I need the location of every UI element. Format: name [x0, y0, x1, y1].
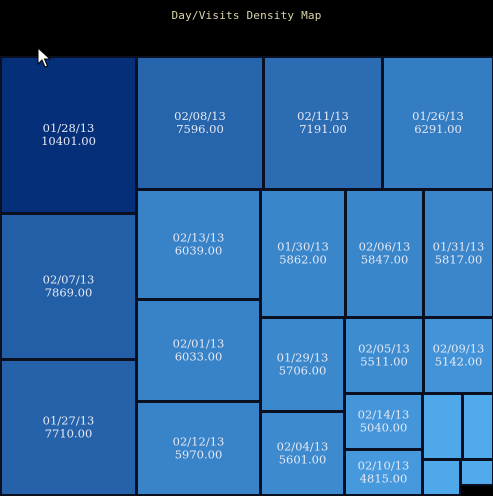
treemap-rect[interactable]	[382, 56, 493, 190]
mouse-pointer-icon	[37, 47, 51, 68]
chart-title: Day/Visits Density Map	[171, 9, 322, 22]
treemap-rect[interactable]	[462, 393, 493, 460]
cell-value-label: 7710.00	[45, 427, 93, 441]
treemap-rect[interactable]	[422, 393, 463, 460]
cell-date-label: 01/28/13	[43, 121, 95, 135]
treemap-rect[interactable]	[345, 189, 424, 318]
cell-date-label: 02/07/13	[43, 273, 95, 287]
cell-date-label: 02/06/13	[359, 240, 411, 254]
cell-date-label: 01/26/13	[412, 109, 464, 123]
cell-date-label: 02/04/13	[277, 440, 329, 454]
cell-date-label: 01/30/13	[277, 240, 329, 254]
cell-value-label: 10401.00	[41, 134, 96, 148]
treemap-rect[interactable]	[0, 56, 137, 214]
cell-date-label: 02/13/13	[173, 231, 225, 245]
treemap-cell-unlabeled-19[interactable]	[462, 393, 493, 460]
cell-date-label: 01/31/13	[433, 240, 485, 254]
cell-value-label: 5817.00	[435, 253, 483, 267]
treemap-cell-unlabeled-20[interactable]	[422, 459, 461, 496]
cell-value-label: 6291.00	[414, 122, 462, 136]
cell-date-label: 02/10/13	[358, 459, 410, 473]
treemap-rect[interactable]	[260, 411, 345, 496]
cell-date-label: 02/12/13	[173, 435, 225, 449]
cell-value-label: 6033.00	[175, 350, 223, 364]
cell-date-label: 02/08/13	[174, 109, 226, 123]
treemap-rect[interactable]	[422, 459, 461, 496]
cell-date-label: 02/14/13	[358, 408, 410, 422]
cell-date-label: 02/09/13	[433, 342, 485, 356]
cell-date-label: 02/01/13	[173, 337, 225, 351]
treemap-rect[interactable]	[423, 189, 493, 318]
treemap-rect[interactable]	[136, 189, 261, 300]
treemap-rect[interactable]	[260, 189, 346, 318]
treemap-rect[interactable]	[260, 317, 345, 412]
cell-value-label: 5142.00	[435, 355, 483, 369]
cell-value-label: 5706.00	[279, 364, 327, 378]
cell-value-label: 5601.00	[279, 453, 327, 467]
cell-value-label: 5847.00	[361, 253, 409, 267]
treemap-cell-unlabeled-21[interactable]	[460, 459, 493, 486]
cell-date-label: 01/29/13	[277, 351, 329, 365]
cell-value-label: 7596.00	[176, 122, 224, 136]
cell-value-label: 7869.00	[45, 286, 93, 300]
cell-value-label: 7191.00	[299, 122, 347, 136]
treemap-rect[interactable]	[460, 459, 493, 486]
cell-value-label: 5040.00	[360, 421, 408, 435]
treemap-rect[interactable]	[344, 449, 423, 496]
treemap-cell-unlabeled-18[interactable]	[422, 393, 463, 460]
cell-value-label: 5511.00	[360, 355, 408, 369]
treemap-rect[interactable]	[136, 56, 264, 190]
cell-date-label: 02/11/13	[297, 109, 349, 123]
treemap-rect[interactable]	[0, 359, 137, 496]
cell-value-label: 5970.00	[175, 448, 223, 462]
cell-value-label: 6039.00	[175, 244, 223, 258]
cell-date-label: 02/05/13	[358, 342, 410, 356]
cell-value-label: 5862.00	[279, 253, 327, 267]
treemap-rect[interactable]	[0, 213, 137, 360]
cell-value-label: 4815.00	[360, 472, 408, 486]
cell-date-label: 01/27/13	[43, 414, 95, 428]
